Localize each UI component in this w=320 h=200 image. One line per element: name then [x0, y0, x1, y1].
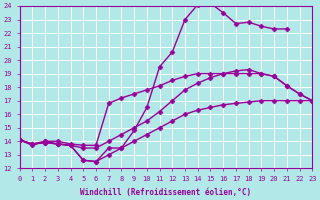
X-axis label: Windchill (Refroidissement éolien,°C): Windchill (Refroidissement éolien,°C) — [80, 188, 252, 197]
